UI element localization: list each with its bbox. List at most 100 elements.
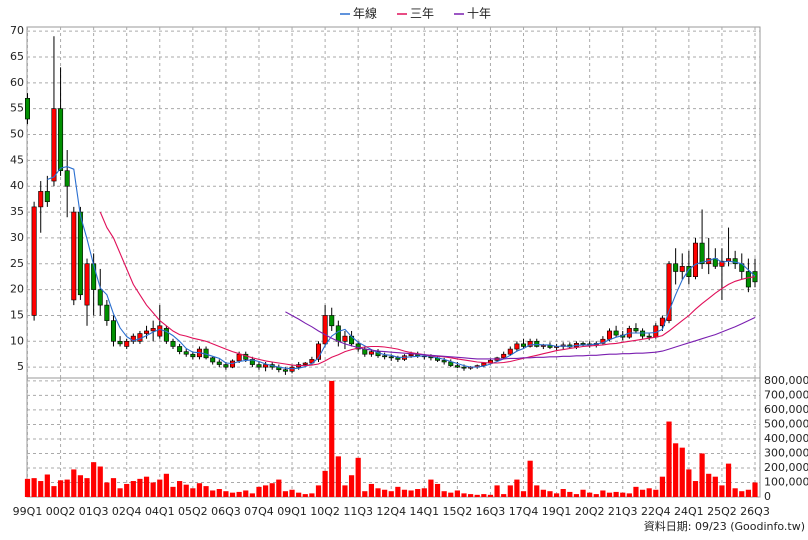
volume-bar	[203, 486, 209, 497]
x-tick-label: 21Q3	[608, 505, 638, 518]
volume-bar	[289, 489, 295, 497]
volume-bar	[64, 479, 70, 497]
legend-label: 三年	[410, 7, 434, 21]
y2-tick-label: 500,000	[764, 417, 808, 430]
candle-body	[646, 335, 652, 338]
volume-bar	[613, 491, 619, 497]
volume-bar	[183, 484, 189, 497]
volume-bar	[124, 483, 130, 497]
volume-bar	[137, 478, 143, 497]
y-tick-label: 20	[10, 283, 24, 296]
volume-bar	[494, 485, 500, 497]
y-tick-label: 65	[10, 50, 24, 63]
volume-bar	[481, 494, 487, 497]
y-tick-label: 50	[10, 128, 24, 141]
volume-bar	[223, 491, 229, 497]
candle-body	[170, 340, 176, 347]
x-tick-label: 26Q3	[740, 505, 770, 518]
candle-body	[712, 258, 718, 267]
candle-body	[521, 343, 527, 347]
x-tick-label: 11Q3	[343, 505, 373, 518]
candle-body	[692, 242, 698, 277]
volume-bar	[620, 492, 626, 497]
volume-bar	[388, 491, 394, 497]
candle-body	[461, 366, 467, 369]
volume-bar	[315, 485, 322, 497]
volume-bar	[454, 490, 460, 497]
volume-bar	[31, 478, 37, 497]
y-tick-label: 40	[10, 179, 24, 192]
volume-bar	[501, 494, 507, 497]
candle-body	[302, 362, 308, 365]
y-tick-label: 60	[10, 76, 24, 89]
volume-bar	[38, 481, 44, 497]
candle-body	[84, 263, 90, 306]
legend-label: 年線	[353, 6, 377, 21]
x-tick-label: 06Q3	[211, 505, 241, 518]
candle-body	[335, 325, 341, 342]
candle-body	[71, 211, 77, 301]
candle-body	[613, 330, 619, 336]
volume-bar	[210, 490, 216, 497]
volume-bar	[507, 485, 513, 497]
y-tick-label: 55	[10, 102, 24, 115]
volume-bar	[673, 443, 679, 497]
volume-bar	[441, 491, 447, 497]
candle-body	[91, 263, 97, 290]
volume-bar	[395, 486, 401, 497]
volume-bar	[143, 476, 150, 497]
candle-body	[150, 328, 156, 332]
candle-body	[104, 304, 110, 321]
volume-bar	[362, 491, 368, 497]
candle-body	[31, 206, 37, 316]
volume-bar	[540, 489, 546, 497]
candle-body	[144, 330, 150, 334]
volume-bar	[309, 493, 315, 497]
volume-bar	[249, 493, 255, 497]
volume-bar	[269, 483, 275, 497]
x-tick-label: 15Q2	[443, 505, 473, 518]
x-tick-label: 24Q1	[674, 505, 704, 518]
volume-bar	[163, 473, 169, 497]
volume-bar	[646, 488, 652, 497]
volume-bar	[296, 492, 302, 497]
candle-body	[177, 346, 183, 352]
y-tick-label: 10	[10, 334, 24, 347]
candle-body	[110, 320, 116, 342]
y2-tick-label: 700,000	[764, 388, 808, 401]
x-tick-label: 07Q4	[244, 505, 274, 518]
candle-body	[666, 263, 672, 321]
legend-label: 十年	[467, 7, 491, 21]
candle-body	[322, 315, 328, 345]
candle-body	[216, 361, 222, 365]
x-tick-label: 02Q4	[112, 505, 142, 518]
x-tick-label: 22Q4	[641, 505, 671, 518]
volume-bar	[97, 466, 103, 497]
candle-body	[719, 260, 725, 267]
volume-bar	[196, 483, 203, 497]
volume-bar	[302, 494, 308, 497]
volume-bar	[434, 483, 441, 497]
volume-bar	[130, 481, 136, 497]
volume-bar	[606, 492, 613, 497]
candle-body	[210, 357, 216, 363]
x-tick-label: 01Q3	[79, 505, 109, 518]
volume-bar	[659, 476, 666, 497]
volume-bar	[157, 479, 163, 497]
volume-bar	[699, 453, 705, 497]
volume-bar	[44, 474, 50, 497]
volume-bar	[382, 489, 388, 497]
volume-bar	[57, 480, 64, 497]
y-tick-label: 70	[10, 24, 24, 37]
y2-tick-label: 800,000	[764, 374, 808, 387]
y-tick-label: 45	[10, 153, 24, 166]
volume-bar	[732, 488, 738, 497]
volume-bar	[322, 470, 328, 497]
volume-bar	[752, 482, 758, 497]
candle-body	[58, 108, 64, 172]
y2-tick-label: 600,000	[764, 403, 808, 416]
volume-bar	[553, 493, 560, 497]
candle-body	[507, 348, 513, 355]
volume-bar	[686, 469, 692, 497]
volume-bar	[71, 469, 77, 497]
